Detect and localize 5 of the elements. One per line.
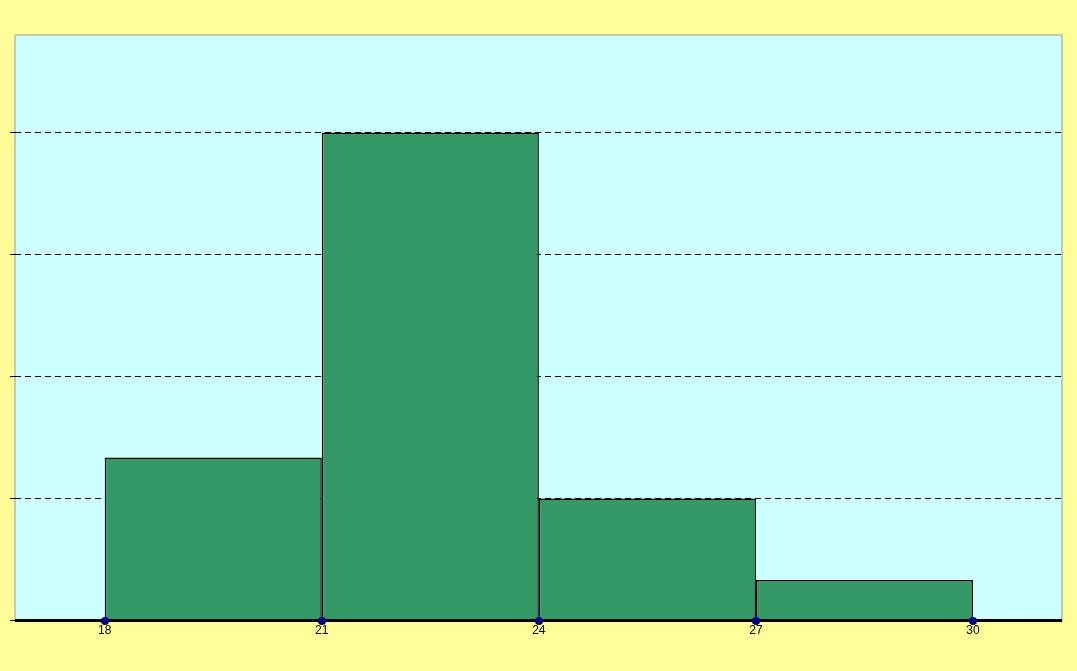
x-tick-label: 21 xyxy=(315,623,329,638)
x-tick-label: 30 xyxy=(966,623,980,638)
x-tick-label: 27 xyxy=(749,623,763,638)
x-tick-label: 18 xyxy=(98,623,112,638)
x-tick-label: 24 xyxy=(532,623,546,638)
